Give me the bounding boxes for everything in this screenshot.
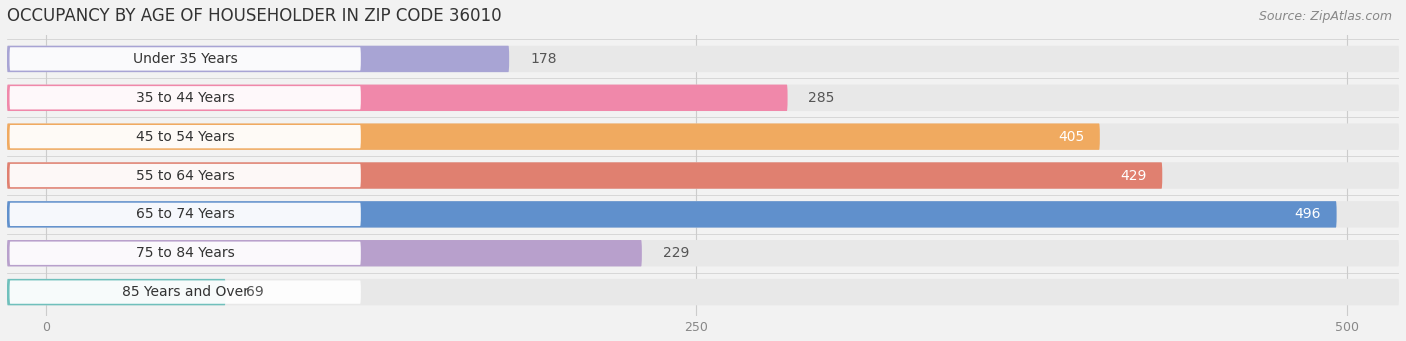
FancyBboxPatch shape <box>7 123 1099 150</box>
Text: Source: ZipAtlas.com: Source: ZipAtlas.com <box>1258 10 1392 23</box>
Text: 229: 229 <box>662 246 689 260</box>
Text: 55 to 64 Years: 55 to 64 Years <box>136 168 235 182</box>
FancyBboxPatch shape <box>7 46 1399 72</box>
FancyBboxPatch shape <box>7 85 1399 111</box>
FancyBboxPatch shape <box>7 162 1163 189</box>
FancyBboxPatch shape <box>10 86 361 109</box>
FancyBboxPatch shape <box>7 201 1399 227</box>
FancyBboxPatch shape <box>10 241 361 265</box>
FancyBboxPatch shape <box>7 162 1399 189</box>
Text: 69: 69 <box>246 285 264 299</box>
Text: OCCUPANCY BY AGE OF HOUSEHOLDER IN ZIP CODE 36010: OCCUPANCY BY AGE OF HOUSEHOLDER IN ZIP C… <box>7 7 502 25</box>
Text: 85 Years and Over: 85 Years and Over <box>122 285 249 299</box>
FancyBboxPatch shape <box>7 240 643 266</box>
Text: 75 to 84 Years: 75 to 84 Years <box>136 246 235 260</box>
Text: 405: 405 <box>1057 130 1084 144</box>
FancyBboxPatch shape <box>7 123 1399 150</box>
FancyBboxPatch shape <box>10 47 361 71</box>
Text: 429: 429 <box>1121 168 1147 182</box>
Text: Under 35 Years: Under 35 Years <box>132 52 238 66</box>
FancyBboxPatch shape <box>7 85 787 111</box>
Text: 35 to 44 Years: 35 to 44 Years <box>136 91 235 105</box>
FancyBboxPatch shape <box>7 201 1337 227</box>
Text: 496: 496 <box>1295 207 1322 221</box>
Text: 45 to 54 Years: 45 to 54 Years <box>136 130 235 144</box>
FancyBboxPatch shape <box>10 164 361 187</box>
Text: 65 to 74 Years: 65 to 74 Years <box>136 207 235 221</box>
FancyBboxPatch shape <box>7 46 509 72</box>
FancyBboxPatch shape <box>10 125 361 148</box>
Text: 178: 178 <box>530 52 557 66</box>
FancyBboxPatch shape <box>7 240 1399 266</box>
FancyBboxPatch shape <box>7 279 1399 305</box>
FancyBboxPatch shape <box>7 279 225 305</box>
FancyBboxPatch shape <box>10 203 361 226</box>
Text: 285: 285 <box>808 91 835 105</box>
FancyBboxPatch shape <box>10 280 361 304</box>
